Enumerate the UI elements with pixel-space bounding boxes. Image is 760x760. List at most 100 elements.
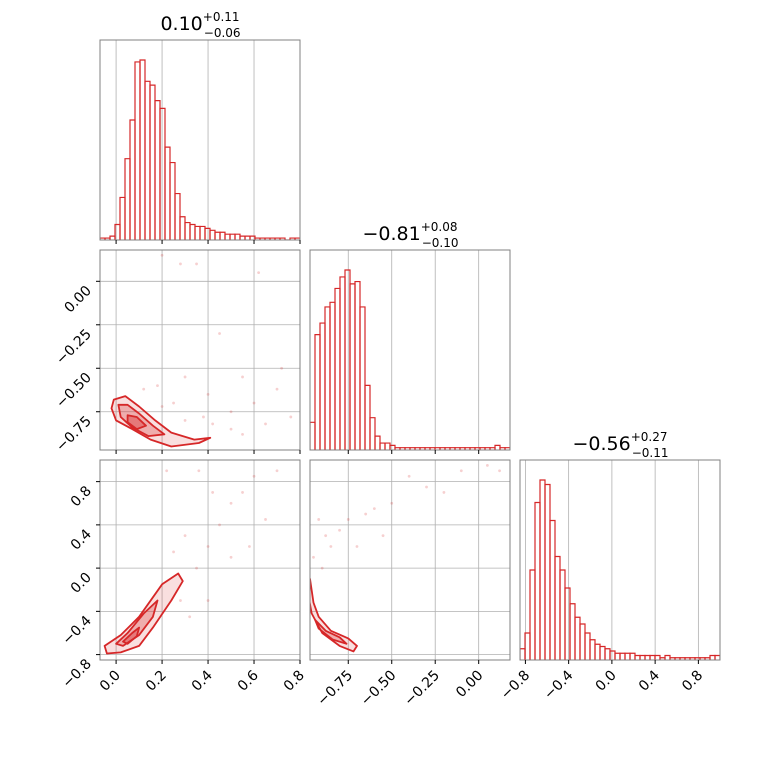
tick-label-y-1-1: −0.50	[53, 370, 95, 412]
histogram-2-bin-11	[574, 616, 581, 660]
histogram-2-bin-22	[629, 652, 636, 660]
scatter-point-1-0-14	[206, 392, 210, 396]
contour-2-0-level-1	[115, 599, 159, 647]
title-upper-2: +0.27	[631, 430, 668, 444]
histogram-2-bin-8	[559, 569, 566, 660]
scatter-point-2-1-2	[338, 528, 341, 532]
scatter-point-1-0-5	[280, 366, 284, 370]
grid-layer	[100, 40, 699, 660]
histogram-0-bin-2	[109, 235, 116, 240]
panel-title-2: −0.56+0.27	[572, 430, 667, 455]
contour-1-0-level-2	[126, 414, 147, 430]
scatter-point-1-0-13	[172, 401, 175, 405]
tick-label-x-0-3: 0.6	[235, 667, 262, 694]
scatter-point-2-1-3	[346, 518, 350, 521]
histogram-2-bin-6	[549, 519, 556, 660]
histogram-1-bin-16	[389, 444, 396, 450]
histogram-2-bin-16	[599, 645, 606, 660]
tick-label-x-1-2: −0.25	[401, 668, 443, 710]
title-lower-2: −0.11	[632, 446, 669, 460]
scatter-point-1-0-12	[156, 384, 159, 388]
title-lower-0: −0.06	[204, 26, 241, 40]
tick-label-x-0-0: 0.0	[97, 668, 124, 695]
histogram-0-bin-20	[199, 225, 206, 240]
histogram-1-bin-4	[329, 301, 336, 450]
scatter-point-2-0-8	[229, 555, 233, 559]
scatter-point-2-0-17	[197, 469, 201, 473]
histogram-0	[100, 59, 300, 240]
scatter-point-1-0-19	[202, 415, 205, 419]
tick-label-x-1-0: −0.75	[314, 668, 356, 710]
histogram-1	[310, 269, 510, 450]
tick-label-x-0-4: 0.8	[281, 668, 308, 695]
histogram-2-bin-39	[714, 654, 720, 660]
panel-frame-2-1	[309, 459, 511, 661]
histogram-0-bin-11	[154, 100, 161, 240]
scatter-point-2-1-6	[425, 485, 428, 489]
histogram-0-bin-14	[169, 161, 176, 240]
tick-label-x-2-2: 0.0	[593, 668, 620, 695]
histogram-2-bin-17	[604, 648, 611, 660]
histogram-0-bin-5	[124, 158, 131, 240]
histogram-1-bin-15	[384, 442, 391, 450]
histogram-1-bin-8	[349, 283, 356, 450]
tick-label-y-1-0: −0.75	[53, 413, 95, 455]
tick-label-y-2-2: 0.0	[68, 570, 95, 597]
scatter-point-2-1-8	[485, 464, 489, 467]
histogram-2-bin-24	[639, 654, 646, 660]
panel-frame-0-0	[99, 39, 301, 241]
panel-title-0: 0.10+0.11	[160, 10, 239, 35]
histogram-0-bin-21	[204, 227, 211, 240]
histogram-2-bin-5	[544, 483, 551, 660]
scatter-point-2-1-17	[381, 534, 385, 538]
scatter-point-2-1-13	[407, 474, 411, 478]
histogram-2-bin-38	[709, 654, 716, 660]
histogram-2-bin-2	[529, 569, 536, 660]
histogram-1-bin-7	[344, 269, 351, 450]
histogram-2-bin-14	[589, 639, 596, 660]
histogram-1-bin-9	[354, 280, 361, 450]
histogram-0-bin-12	[159, 107, 166, 240]
scatter-point-2-1-10	[312, 555, 315, 559]
scatter-point-1-0-16	[264, 422, 267, 426]
histogram-2-bin-10	[569, 603, 576, 660]
histogram-2-bin-15	[594, 643, 601, 660]
scatter-point-2-1-12	[355, 545, 359, 548]
histogram-2-bin-3	[534, 501, 541, 660]
panel-frame-2-0	[99, 459, 301, 661]
contour-2-0-level-2	[122, 626, 140, 645]
tick-label-x-2-4: 0.8	[679, 668, 706, 695]
scatter-point-2-1-11	[324, 534, 328, 538]
tick-label-x-1-1: −0.50	[358, 668, 400, 710]
tick-label-x-2-3: 0.4	[636, 667, 663, 694]
scatter-point-2-0-6	[183, 534, 187, 538]
scatter-point-1-0-8	[160, 253, 164, 257]
tick-label-x-0-1: 0.2	[143, 668, 170, 695]
scatter-point-2-0-2	[218, 523, 221, 527]
histogram-1-bin-3	[324, 306, 331, 450]
scatter-point-2-0-15	[248, 545, 251, 548]
histogram-0-bin-4	[119, 196, 126, 240]
histogram-1-bin-13	[374, 435, 381, 450]
contour-1-0-level-0	[110, 395, 212, 448]
tick-label-x-0-2: 0.4	[189, 667, 216, 694]
title-lower-1: −0.10	[422, 236, 459, 250]
scatter-point-2-1-15	[364, 512, 368, 516]
histogram-1-bin-39	[504, 447, 510, 450]
histogram-1-bin-11	[364, 384, 371, 450]
panel-2d-2-1	[310, 464, 501, 653]
histogram-2-bin-21	[624, 652, 631, 660]
scatter-point-1-0-9	[179, 262, 182, 266]
histogram-2-bin-0	[520, 648, 526, 660]
panel-title-1: −0.81+0.08	[362, 220, 457, 245]
tick-label-y-1-2: −0.25	[53, 326, 95, 368]
histogram-1-bin-1	[314, 334, 321, 450]
histogram-2-bin-12	[579, 623, 586, 660]
histogram-2	[520, 479, 720, 660]
histogram-0-bin-7	[134, 61, 141, 240]
histogram-2-bin-26	[649, 654, 656, 660]
scatter-point-2-0-0	[195, 566, 198, 570]
histogram-0-bin-17	[184, 221, 191, 240]
histogram-2-bin-4	[539, 479, 546, 660]
scatter-point-2-1-4	[372, 507, 376, 511]
